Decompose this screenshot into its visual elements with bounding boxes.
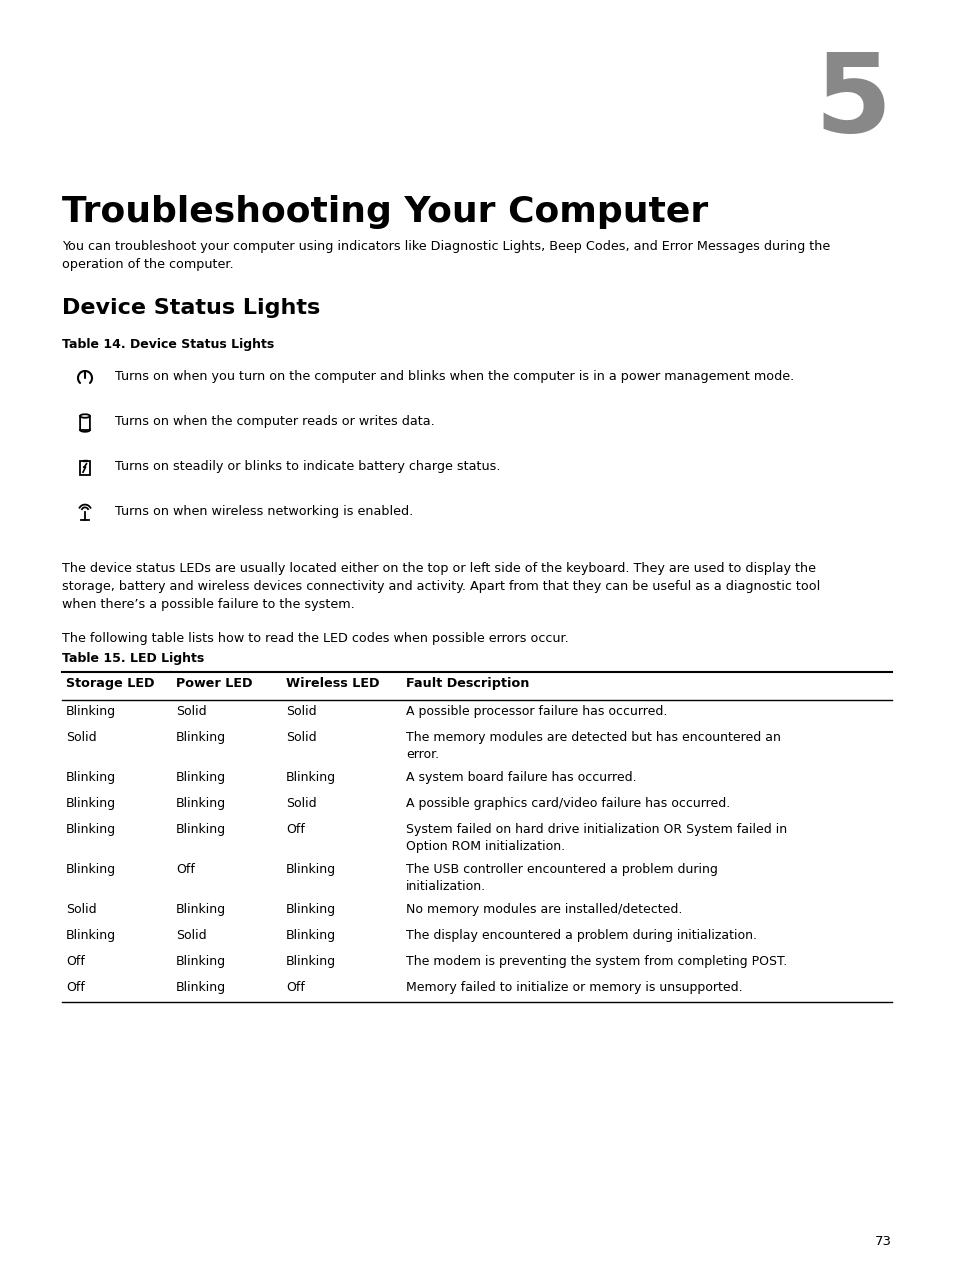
Text: Off: Off bbox=[66, 955, 85, 967]
Text: Off: Off bbox=[175, 864, 194, 876]
Text: Device Status Lights: Device Status Lights bbox=[62, 298, 320, 318]
Text: Solid: Solid bbox=[286, 798, 316, 810]
Text: Blinking: Blinking bbox=[175, 981, 226, 994]
Text: Blinking: Blinking bbox=[66, 864, 116, 876]
Bar bbox=[83, 459, 87, 462]
Text: No memory modules are installed/detected.: No memory modules are installed/detected… bbox=[406, 903, 681, 915]
Text: A system board failure has occurred.: A system board failure has occurred. bbox=[406, 771, 636, 784]
Text: Blinking: Blinking bbox=[286, 864, 335, 876]
Text: Blinking: Blinking bbox=[66, 798, 116, 810]
Text: Solid: Solid bbox=[66, 903, 96, 915]
Text: Blinking: Blinking bbox=[286, 929, 335, 942]
Text: The device status LEDs are usually located either on the top or left side of the: The device status LEDs are usually locat… bbox=[62, 562, 820, 611]
Text: Off: Off bbox=[286, 981, 305, 994]
Text: The modem is preventing the system from completing POST.: The modem is preventing the system from … bbox=[406, 955, 786, 967]
Text: The USB controller encountered a problem during
initialization.: The USB controller encountered a problem… bbox=[406, 864, 717, 893]
Text: Solid: Solid bbox=[66, 730, 96, 744]
Text: Blinking: Blinking bbox=[175, 823, 226, 836]
Text: Turns on when you turn on the computer and blinks when the computer is in a powe: Turns on when you turn on the computer a… bbox=[115, 370, 794, 383]
Text: A possible graphics card/video failure has occurred.: A possible graphics card/video failure h… bbox=[406, 798, 729, 810]
Text: Blinking: Blinking bbox=[175, 730, 226, 744]
Text: The following table lists how to read the LED codes when possible errors occur.: The following table lists how to read th… bbox=[62, 631, 568, 645]
Text: Wireless LED: Wireless LED bbox=[286, 677, 379, 690]
Text: Troubleshooting Your Computer: Troubleshooting Your Computer bbox=[62, 195, 707, 230]
Text: System failed on hard drive initialization OR System failed in
Option ROM initia: System failed on hard drive initializati… bbox=[406, 823, 786, 853]
Text: Blinking: Blinking bbox=[66, 705, 116, 718]
Text: Blinking: Blinking bbox=[286, 771, 335, 784]
Text: Turns on when the computer reads or writes data.: Turns on when the computer reads or writ… bbox=[115, 415, 435, 429]
Text: 73: 73 bbox=[874, 1235, 891, 1248]
Text: Blinking: Blinking bbox=[175, 903, 226, 915]
Text: A possible processor failure has occurred.: A possible processor failure has occurre… bbox=[406, 705, 667, 718]
Text: Blinking: Blinking bbox=[66, 929, 116, 942]
Text: Power LED: Power LED bbox=[175, 677, 253, 690]
Text: Blinking: Blinking bbox=[175, 798, 226, 810]
Text: Table 15. LED Lights: Table 15. LED Lights bbox=[62, 652, 204, 664]
Text: Blinking: Blinking bbox=[66, 771, 116, 784]
Text: Off: Off bbox=[66, 981, 85, 994]
Ellipse shape bbox=[80, 415, 90, 417]
Text: Blinking: Blinking bbox=[175, 955, 226, 967]
Text: The display encountered a problem during initialization.: The display encountered a problem during… bbox=[406, 929, 757, 942]
Text: 5: 5 bbox=[814, 48, 891, 155]
Text: The memory modules are detected but has encountered an
error.: The memory modules are detected but has … bbox=[406, 730, 781, 761]
Text: You can troubleshoot your computer using indicators like Diagnostic Lights, Beep: You can troubleshoot your computer using… bbox=[62, 240, 829, 271]
Text: Fault Description: Fault Description bbox=[406, 677, 529, 690]
Text: Off: Off bbox=[286, 823, 305, 836]
Text: Solid: Solid bbox=[286, 705, 316, 718]
Text: Solid: Solid bbox=[175, 929, 207, 942]
Text: Blinking: Blinking bbox=[66, 823, 116, 836]
Text: Memory failed to initialize or memory is unsupported.: Memory failed to initialize or memory is… bbox=[406, 981, 741, 994]
Text: Blinking: Blinking bbox=[286, 903, 335, 915]
Text: Solid: Solid bbox=[286, 730, 316, 744]
Text: Turns on steadily or blinks to indicate battery charge status.: Turns on steadily or blinks to indicate … bbox=[115, 460, 500, 473]
Text: Storage LED: Storage LED bbox=[66, 677, 154, 690]
FancyBboxPatch shape bbox=[80, 416, 90, 430]
Text: Blinking: Blinking bbox=[175, 771, 226, 784]
Bar bbox=[80, 462, 90, 476]
Text: Blinking: Blinking bbox=[286, 955, 335, 967]
Text: Turns on when wireless networking is enabled.: Turns on when wireless networking is ena… bbox=[115, 505, 413, 519]
Text: Table 14. Device Status Lights: Table 14. Device Status Lights bbox=[62, 339, 274, 351]
Text: Solid: Solid bbox=[175, 705, 207, 718]
